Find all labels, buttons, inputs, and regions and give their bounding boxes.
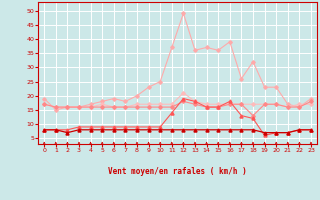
X-axis label: Vent moyen/en rafales ( km/h ): Vent moyen/en rafales ( km/h ) [108, 167, 247, 176]
